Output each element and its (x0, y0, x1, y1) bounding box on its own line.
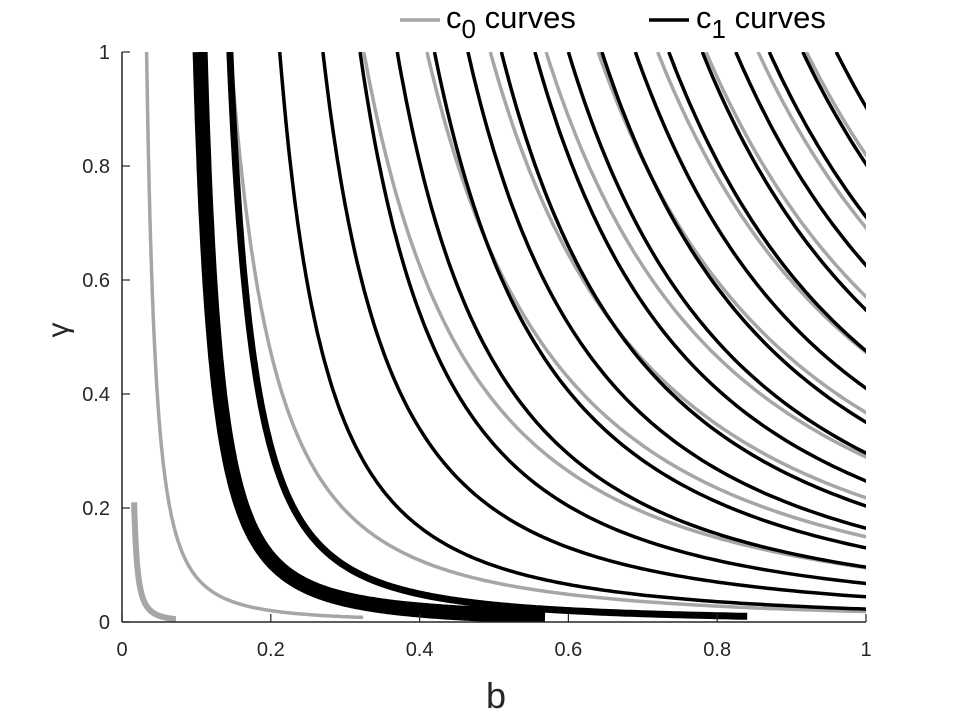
curve-c1-1 (226, 52, 748, 620)
legend-c0-name: c (446, 0, 462, 35)
curve-c1-5 (395, 52, 866, 569)
y-tick-label: 0.4 (82, 384, 110, 406)
curve-c0-9 (704, 52, 866, 300)
curve-c1-0 (192, 52, 549, 622)
curve-c1-7 (466, 52, 866, 531)
curve-c1-2 (277, 52, 866, 611)
curve-c1-10 (566, 52, 866, 456)
curve-c1-4 (358, 52, 866, 586)
x-tick-label: 0.8 (703, 639, 731, 661)
x-tick-label: 0 (116, 639, 127, 661)
y-tick-label: 0.6 (82, 270, 110, 292)
curve-c0-6 (544, 52, 866, 459)
curve-c1-8 (499, 52, 866, 508)
x-tick-label: 0.2 (257, 639, 285, 661)
curve-c0-2 (228, 52, 866, 614)
curves-layer (131, 52, 866, 622)
curve-c0-1 (144, 52, 364, 620)
series-c1 (192, 52, 866, 622)
curve-c1-9 (533, 52, 866, 483)
x-tick-label: 0.6 (554, 639, 582, 661)
ticks: 0 0.2 0.4 0.6 0.8 1 0 0.2 0.4 0.6 0.8 1 (82, 42, 871, 661)
curve-c0-8 (656, 52, 866, 355)
curve-c0-7 (596, 52, 866, 415)
y-tick-label: 0.2 (82, 498, 110, 520)
legend-c1-name: c (696, 0, 712, 35)
y-tick-label: 1 (99, 42, 110, 64)
y-tick-label: 0.8 (82, 156, 110, 178)
x-tick-label: 0.4 (406, 639, 434, 661)
curve-c0-4 (425, 52, 866, 539)
legend-c0-subscript: 0 (462, 14, 476, 44)
legend-label-c0: c0 curves (446, 0, 576, 44)
x-axis-label: b (486, 675, 506, 716)
curve-c1-12 (633, 52, 866, 391)
y-axis-label: γ (42, 323, 75, 338)
y-tick-label: 0 (99, 612, 110, 634)
curve-c1-3 (321, 52, 866, 599)
legend-c0-suffix: curves (476, 0, 576, 35)
curve-c0-0 (131, 501, 179, 622)
legend-label-c1: c1 curves (696, 0, 826, 44)
legend: c0 curves c1 curves (400, 0, 826, 44)
legend-c1-suffix: curves (726, 0, 826, 35)
axes (121, 52, 866, 623)
x-tick-label: 1 (860, 639, 871, 661)
legend-c1-subscript: 1 (712, 14, 726, 44)
curve-c1-11 (600, 52, 866, 425)
curve-c1-13 (667, 52, 866, 354)
curve-c1-14 (700, 52, 866, 313)
curve-c1-6 (432, 52, 866, 550)
